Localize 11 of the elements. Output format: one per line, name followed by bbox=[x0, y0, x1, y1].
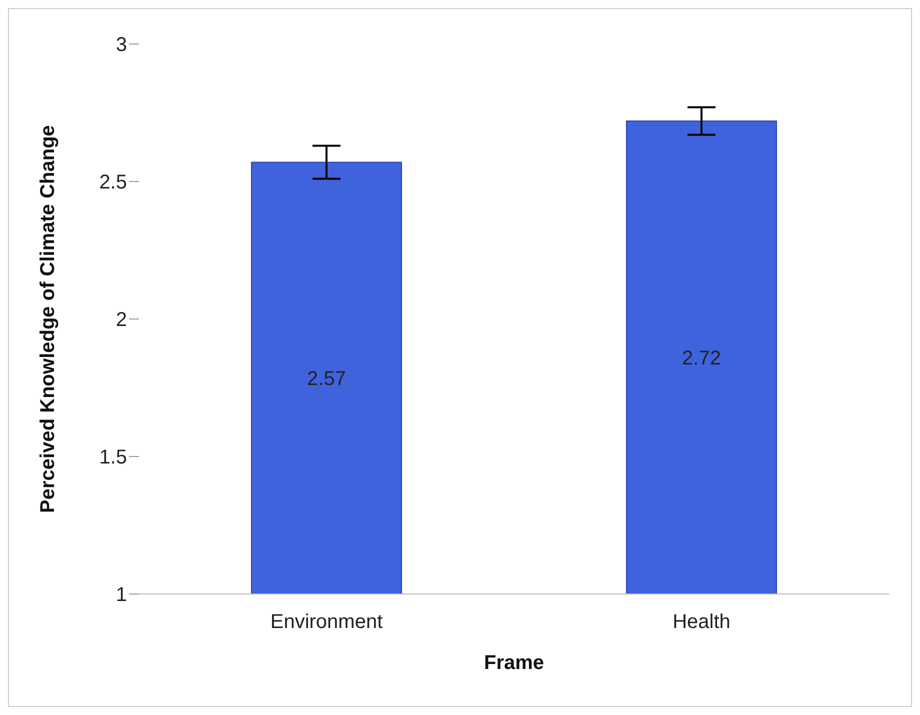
x-tick-label: Environment bbox=[270, 611, 384, 634]
y-tick-label: 1.5 bbox=[99, 446, 127, 469]
x-tick-label: Health bbox=[672, 611, 730, 634]
data-label: 2.57 bbox=[307, 368, 346, 390]
y-axis-title: Perceived Knowledge of Climate Change bbox=[37, 125, 60, 513]
y-tick-label: 2 bbox=[116, 309, 127, 332]
data-label: 2.72 bbox=[682, 348, 721, 370]
y-tick-label: 2.5 bbox=[99, 172, 127, 194]
y-tick-label: 1 bbox=[116, 584, 127, 606]
x-axis-title: Frame bbox=[484, 652, 544, 674]
y-tick-label: 3 bbox=[116, 34, 127, 56]
